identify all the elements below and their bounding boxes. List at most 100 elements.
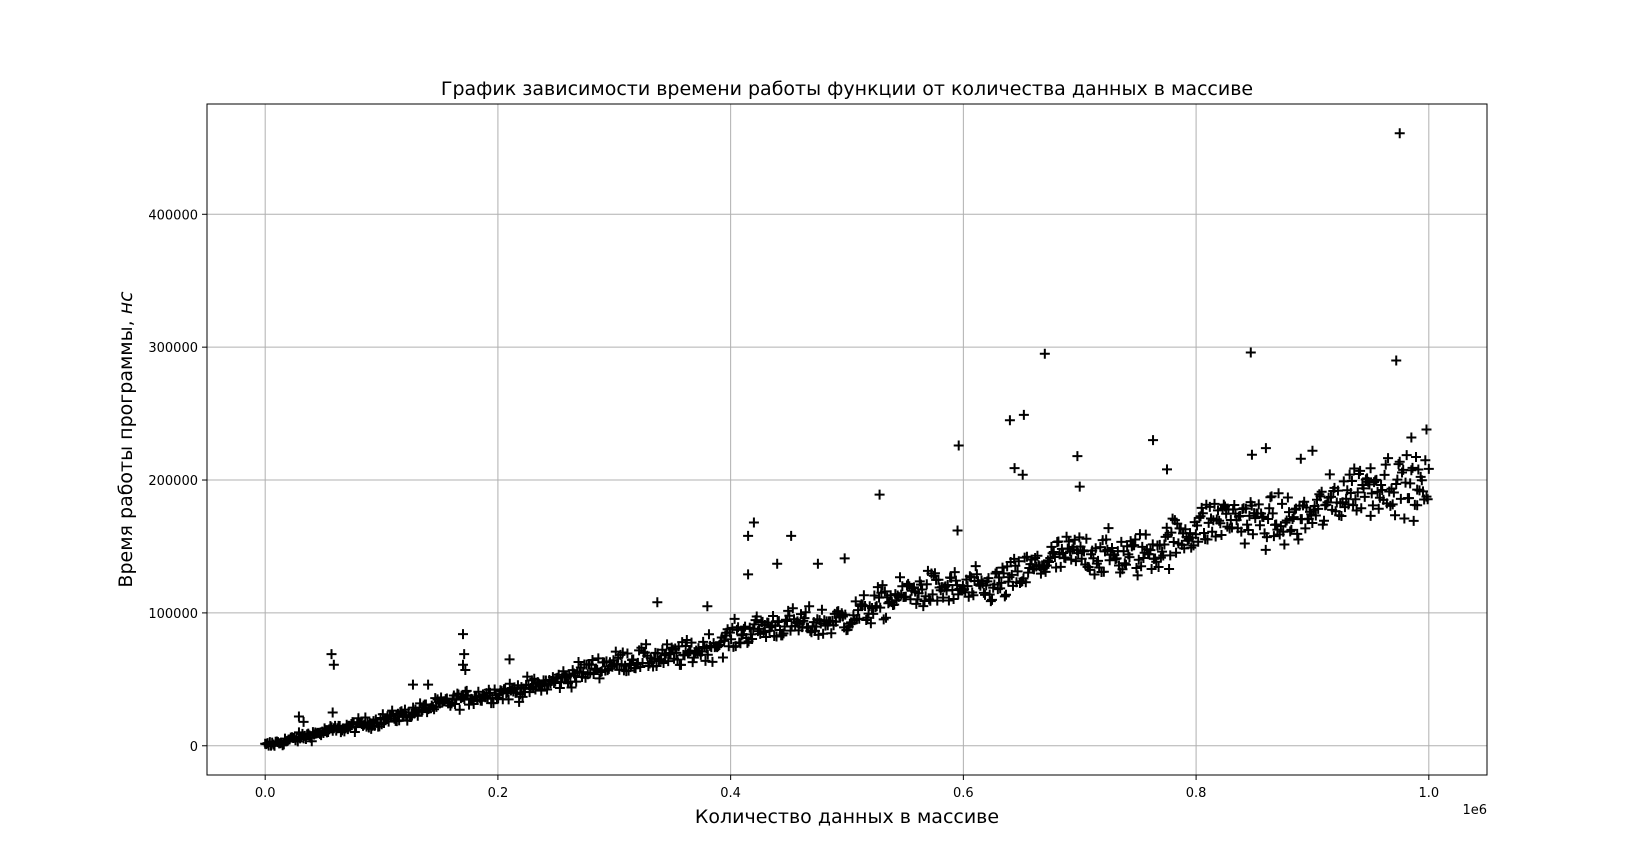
data-point xyxy=(1239,538,1250,549)
data-point xyxy=(894,572,905,583)
data-point xyxy=(949,567,960,578)
data-point xyxy=(1366,488,1377,499)
data-point xyxy=(1407,462,1418,473)
data-point xyxy=(1229,499,1240,510)
data-point xyxy=(1119,558,1130,569)
data-point xyxy=(1004,415,1015,426)
data-point xyxy=(658,657,669,668)
data-point xyxy=(877,580,888,591)
data-point xyxy=(1404,493,1415,504)
data-point xyxy=(1350,494,1361,505)
data-point xyxy=(1313,503,1324,514)
data-point xyxy=(566,682,577,693)
data-point xyxy=(1001,589,1011,600)
data-point xyxy=(1247,529,1258,540)
data-point xyxy=(1093,555,1104,566)
data-point xyxy=(1133,554,1144,565)
data-point xyxy=(953,440,964,451)
data-point xyxy=(429,704,440,715)
data-point xyxy=(1242,519,1253,530)
data-point xyxy=(663,656,674,667)
data-point xyxy=(1379,469,1390,480)
data-point xyxy=(996,577,1007,588)
data-point xyxy=(1058,547,1069,558)
data-point xyxy=(1253,499,1264,510)
data-point xyxy=(1020,577,1031,588)
data-point xyxy=(1258,512,1269,523)
data-point xyxy=(1250,513,1261,524)
data-point xyxy=(1246,500,1257,511)
data-point xyxy=(1299,496,1310,507)
data-point xyxy=(1348,500,1359,511)
data-point xyxy=(1159,539,1170,550)
data-point xyxy=(450,699,461,710)
data-point xyxy=(1167,513,1178,524)
y-tick-label: 100000 xyxy=(148,607,198,622)
data-point xyxy=(962,581,973,592)
data-point xyxy=(800,607,811,618)
data-point xyxy=(1090,543,1101,554)
data-point xyxy=(1164,563,1175,574)
data-point xyxy=(1199,528,1210,539)
data-point xyxy=(1214,515,1225,526)
data-point xyxy=(1387,499,1398,510)
data-point xyxy=(758,627,769,638)
data-point xyxy=(948,594,959,605)
data-point xyxy=(1273,488,1284,499)
data-point xyxy=(1388,487,1399,498)
data-point xyxy=(900,591,911,602)
data-point xyxy=(458,691,469,702)
x-tick-label: 0.8 xyxy=(1186,786,1207,801)
data-point xyxy=(1209,498,1220,509)
data-point xyxy=(1412,500,1423,511)
data-point xyxy=(1394,128,1405,139)
data-point xyxy=(881,612,892,623)
data-point xyxy=(747,633,758,644)
data-point xyxy=(1324,469,1335,480)
data-point xyxy=(672,654,683,665)
data-point xyxy=(772,558,783,569)
data-point xyxy=(1192,520,1203,531)
y-tick-label: 200000 xyxy=(148,474,198,489)
data-point xyxy=(1280,517,1291,528)
data-point xyxy=(729,613,740,624)
data-point xyxy=(740,621,751,632)
data-point xyxy=(1376,479,1387,490)
data-point xyxy=(1315,491,1326,502)
data-point xyxy=(517,691,528,702)
data-point xyxy=(1325,491,1336,502)
data-point xyxy=(1423,463,1434,474)
data-point xyxy=(999,591,1010,602)
data-point xyxy=(1391,355,1402,366)
data-point xyxy=(987,594,998,605)
data-point xyxy=(676,659,687,670)
data-point xyxy=(726,634,737,645)
data-point xyxy=(1074,532,1085,543)
data-point xyxy=(738,623,749,634)
data-point xyxy=(1260,443,1271,454)
data-point xyxy=(911,598,922,609)
data-point xyxy=(1277,498,1288,509)
data-point xyxy=(745,629,756,640)
data-point xyxy=(1411,451,1422,462)
data-point xyxy=(813,629,824,640)
data-point xyxy=(854,613,865,624)
data-point xyxy=(1246,449,1257,460)
data-point xyxy=(1025,559,1036,570)
data-point xyxy=(1284,507,1295,518)
data-point xyxy=(641,639,652,650)
data-point xyxy=(1285,526,1296,537)
data-point xyxy=(1268,531,1279,542)
data-point xyxy=(1318,515,1329,526)
data-point xyxy=(719,635,730,646)
chart-title: График зависимости времени работы функци… xyxy=(441,78,1253,100)
data-point xyxy=(1210,531,1221,542)
data-point xyxy=(724,627,735,638)
data-point xyxy=(1106,543,1117,554)
y-axis-label-main: Время работы программы, xyxy=(115,314,137,587)
data-point xyxy=(445,700,456,711)
data-point xyxy=(933,574,944,585)
data-point xyxy=(1314,489,1325,500)
data-point xyxy=(1254,520,1265,531)
data-point xyxy=(1161,522,1172,533)
